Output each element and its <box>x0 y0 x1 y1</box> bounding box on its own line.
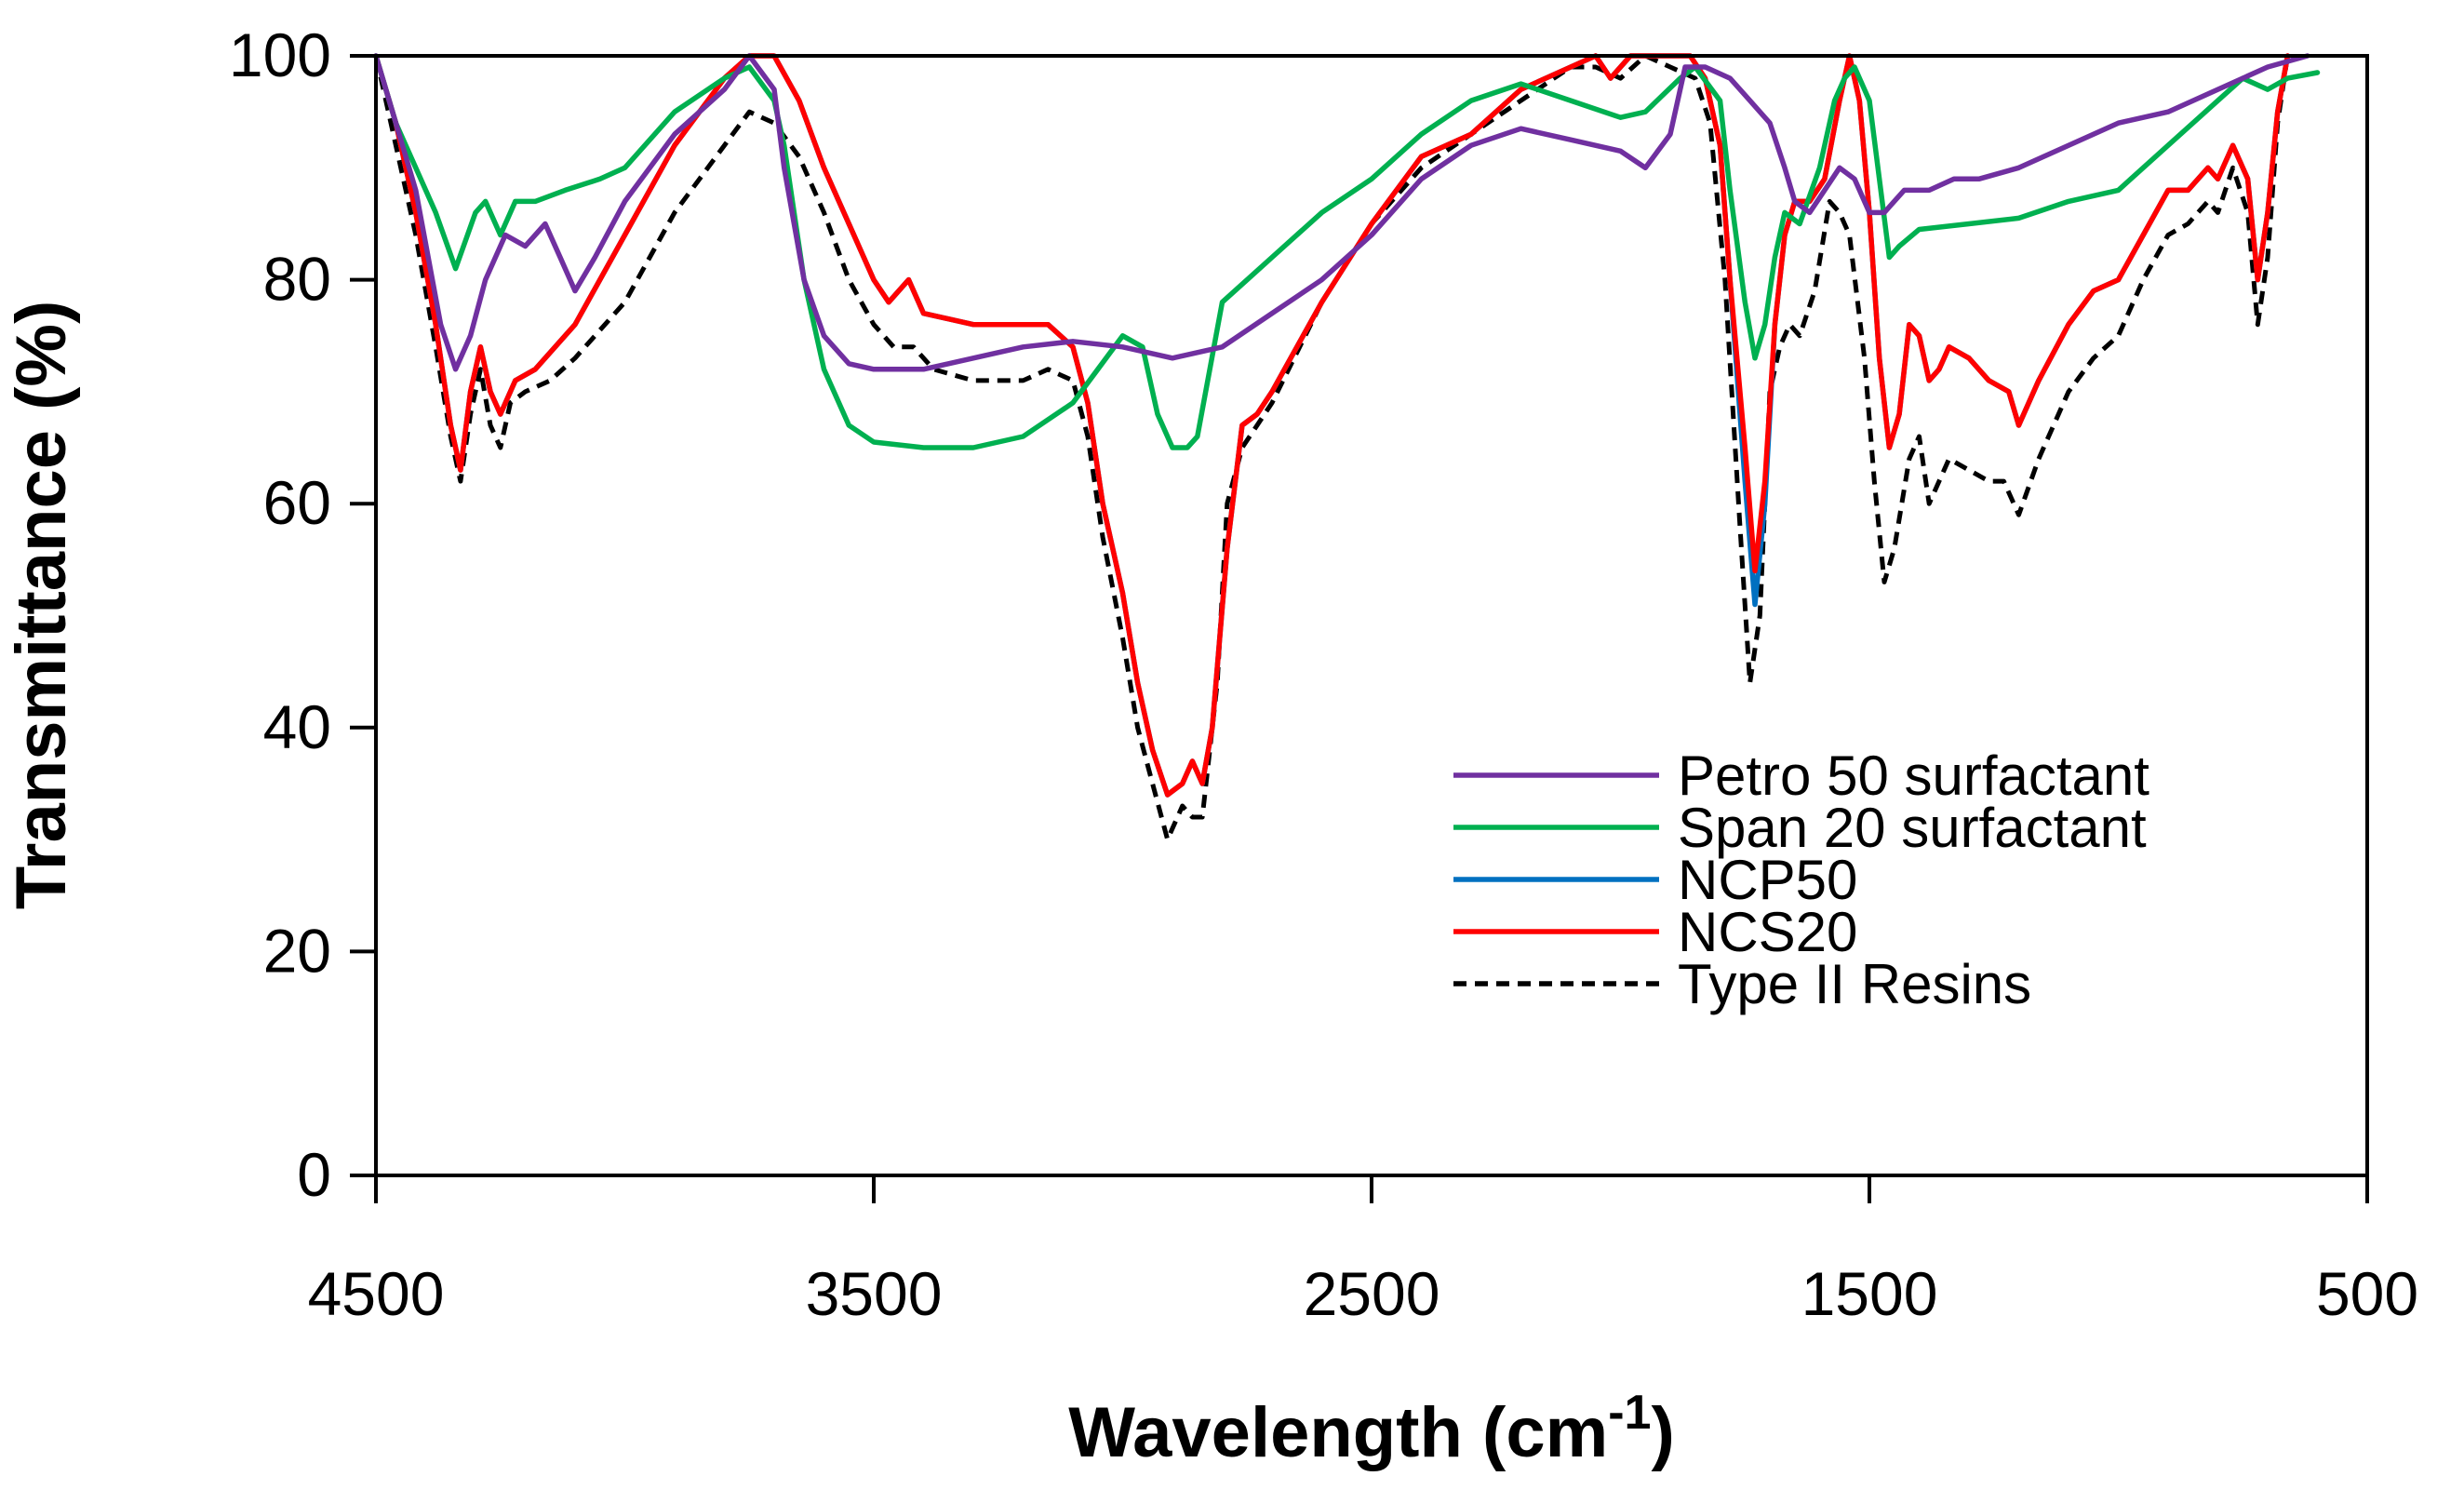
y-tick-label-100: 100 <box>229 20 331 89</box>
x-axis-title-suffix: ) <box>1651 1393 1674 1472</box>
x-tick-label-1500: 1500 <box>1801 1259 1938 1328</box>
series-line-ncs20 <box>373 53 2291 798</box>
legend-label-type-ii-resins: Type II Resins <box>1678 953 2031 1015</box>
x-tick-label-3500: 3500 <box>806 1259 943 1328</box>
x-axis-title: Wavelength (cm-1) <box>1068 1386 1675 1472</box>
x-tick-label-2500: 2500 <box>1304 1259 1440 1328</box>
series-line-petro-50-surfactant <box>373 53 2310 372</box>
y-tick-label-0: 0 <box>297 1140 331 1209</box>
x-axis-title-superscript: -1 <box>1608 1386 1651 1440</box>
y-tick-label-80: 80 <box>263 245 331 314</box>
legend-label-petro-50-surfactant: Petro 50 surfactant <box>1678 745 2149 807</box>
x-tick-label-4500: 4500 <box>308 1259 445 1328</box>
legend-label-span-20-surfactant: Span 20 surfactant <box>1678 797 2147 859</box>
series-line-span-20-surfactant <box>373 53 2321 450</box>
series-lines <box>373 53 2321 842</box>
y-axis-title: Transmittance (%) <box>2 301 81 910</box>
axes: 0 20 40 60 80 100 4500 3500 2500 1500 500 <box>229 20 2418 1328</box>
y-tick-label-40: 40 <box>263 692 331 761</box>
legend-label-ncp50: NCP50 <box>1678 849 1857 911</box>
x-axis-title-main: Wavelength (cm <box>1068 1393 1608 1472</box>
y-tick-label-60: 60 <box>263 468 331 537</box>
legend-label-ncs20: NCS20 <box>1678 901 1857 963</box>
x-tick-label-500: 500 <box>2316 1259 2418 1328</box>
y-tick-label-20: 20 <box>263 916 331 985</box>
